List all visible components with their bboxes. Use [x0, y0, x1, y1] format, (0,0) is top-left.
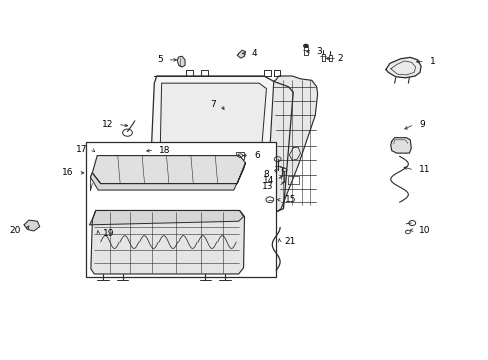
Polygon shape — [24, 220, 40, 231]
Polygon shape — [90, 163, 245, 190]
Text: 9: 9 — [418, 120, 424, 129]
Circle shape — [303, 44, 308, 48]
Text: 16: 16 — [62, 168, 74, 177]
Text: 20: 20 — [10, 226, 21, 235]
Text: 17: 17 — [76, 145, 87, 154]
Polygon shape — [177, 56, 184, 67]
Text: 13: 13 — [262, 182, 273, 191]
Text: 10: 10 — [418, 226, 430, 235]
Polygon shape — [390, 138, 410, 153]
Text: 15: 15 — [284, 195, 295, 204]
Polygon shape — [89, 211, 243, 225]
Text: 4: 4 — [251, 49, 257, 58]
Polygon shape — [385, 57, 420, 78]
Polygon shape — [237, 50, 245, 58]
Bar — [86, 142, 276, 277]
Text: 5: 5 — [157, 55, 162, 64]
Text: 11: 11 — [418, 166, 430, 175]
Text: 3: 3 — [316, 47, 322, 56]
Text: 18: 18 — [159, 146, 170, 155]
Polygon shape — [144, 76, 293, 216]
Polygon shape — [266, 76, 317, 216]
Text: 6: 6 — [254, 151, 260, 160]
Text: 1: 1 — [429, 57, 435, 66]
Text: 12: 12 — [102, 120, 113, 129]
Text: 14: 14 — [263, 176, 274, 185]
Polygon shape — [159, 83, 266, 211]
Polygon shape — [92, 156, 245, 184]
Polygon shape — [91, 211, 244, 274]
Text: 19: 19 — [103, 229, 114, 238]
Text: 7: 7 — [210, 100, 216, 109]
Text: 2: 2 — [336, 54, 342, 63]
Text: 21: 21 — [284, 237, 295, 246]
Text: 8: 8 — [263, 170, 268, 179]
